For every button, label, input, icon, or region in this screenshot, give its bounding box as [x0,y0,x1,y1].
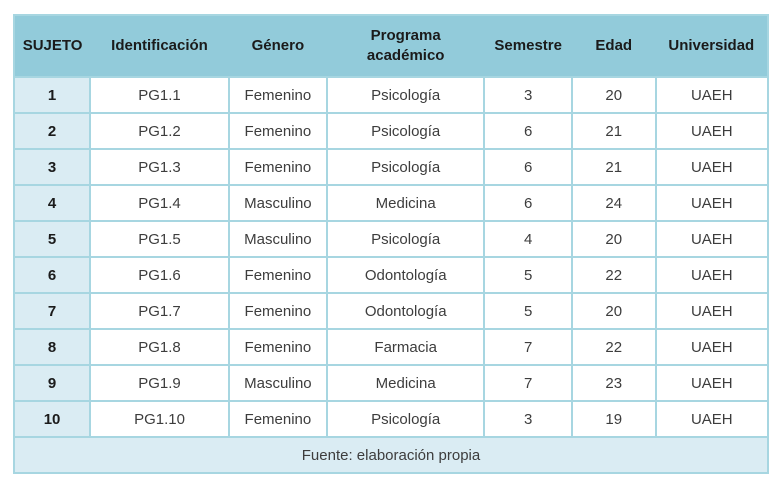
cell-semestre: 4 [483,220,573,258]
cell-identificacion: PG1.9 [89,364,230,402]
cell-universidad: UAEH [654,292,770,330]
cell-programa-academico: Psicología [325,220,486,258]
table-row: 3 PG1.3 Femenino Psicología 6 21 UAEH [12,148,770,186]
cell-programa-academico: Psicología [325,76,486,114]
cell-identificacion: PG1.8 [89,328,230,366]
cell-universidad: UAEH [654,76,770,114]
table-footer: Fuente: elaboración propia [13,436,769,474]
cell-semestre: 5 [483,256,573,294]
participants-table: SUJETO Identificación Género Programa acadé… [12,14,770,474]
subject-cell: 10 [12,400,92,438]
table-body: 1 PG1.1 Femenino Psicología 3 20 UAEH 2 PG1.2 Fem… [12,76,770,438]
cell-programa-academico: Psicología [325,148,486,186]
cell-semestre: 6 [483,112,573,150]
cell-universidad: UAEH [654,364,770,402]
cell-edad: 22 [570,256,657,294]
column-header-universidad: Universidad [655,15,768,77]
cell-semestre: 6 [483,148,573,186]
cell-genero: Masculino [227,184,328,222]
cell-identificacion: PG1.4 [89,184,230,222]
cell-identificacion: PG1.10 [89,400,230,438]
cell-genero: Femenino [227,76,328,114]
cell-programa-academico: Odontología [325,292,486,330]
cell-universidad: UAEH [654,148,770,186]
column-header-genero: Género [228,15,327,77]
table-row: 10 PG1.10 Femenino Psicología 3 19 UAEH [12,400,770,438]
cell-edad: 24 [570,184,657,222]
table-row: 9 PG1.9 Masculino Medicina 7 23 UAEH [12,364,770,402]
subject-cell: 7 [12,292,92,330]
cell-genero: Masculino [227,364,328,402]
cell-identificacion: PG1.3 [89,148,230,186]
cell-genero: Masculino [227,220,328,258]
cell-universidad: UAEH [654,112,770,150]
cell-universidad: UAEH [654,220,770,258]
cell-programa-academico: Medicina [325,184,486,222]
table-header: SUJETO Identificación Género Programa acadé… [14,15,768,77]
cell-edad: 20 [570,220,657,258]
cell-semestre: 3 [483,400,573,438]
subject-cell: 4 [12,184,92,222]
table-row: 7 PG1.7 Femenino Odontología 5 20 UAEH [12,292,770,330]
cell-edad: 22 [570,328,657,366]
footer-row: Fuente: elaboración propia [13,436,769,474]
cell-identificacion: PG1.7 [89,292,230,330]
column-header-identificacion: Identificación [90,15,229,77]
cell-programa-academico: Odontología [325,256,486,294]
cell-genero: Femenino [227,256,328,294]
header-row: SUJETO Identificación Género Programa acadé… [14,15,768,77]
table-row: 6 PG1.6 Femenino Odontología 5 22 UAEH [12,256,770,294]
table-row: 8 PG1.8 Femenino Farmacia 7 22 UAEH [12,328,770,366]
cell-universidad: UAEH [654,328,770,366]
column-header-programa-academico: Programa académico [326,15,485,77]
cell-identificacion: PG1.6 [89,256,230,294]
subject-cell: 9 [12,364,92,402]
subject-cell: 3 [12,148,92,186]
cell-genero: Femenino [227,328,328,366]
cell-semestre: 7 [483,364,573,402]
cell-genero: Femenino [227,112,328,150]
cell-edad: 20 [570,292,657,330]
subject-cell: 5 [12,220,92,258]
table-row: 2 PG1.2 Femenino Psicología 6 21 UAEH [12,112,770,150]
subject-cell: 8 [12,328,92,366]
subject-cell: 1 [12,76,92,114]
table-row: 4 PG1.4 Masculino Medicina 6 24 UAEH [12,184,770,222]
cell-programa-academico: Farmacia [325,328,486,366]
cell-edad: 20 [570,76,657,114]
subject-cell: 6 [12,256,92,294]
table-row: 1 PG1.1 Femenino Psicología 3 20 UAEH [12,76,770,114]
cell-universidad: UAEH [654,256,770,294]
cell-edad: 23 [570,364,657,402]
cell-genero: Femenino [227,292,328,330]
table-row: 5 PG1.5 Masculino Psicología 4 20 UAEH [12,220,770,258]
cell-edad: 21 [570,112,657,150]
column-header-semestre: Semestre [484,15,572,77]
cell-identificacion: PG1.1 [89,76,230,114]
column-header-edad: Edad [571,15,656,77]
cell-genero: Femenino [227,148,328,186]
cell-edad: 21 [570,148,657,186]
cell-programa-academico: Psicología [325,400,486,438]
cell-semestre: 7 [483,328,573,366]
cell-programa-academico: Psicología [325,112,486,150]
cell-semestre: 5 [483,292,573,330]
cell-programa-academico: Medicina [325,364,486,402]
cell-identificacion: PG1.2 [89,112,230,150]
cell-universidad: UAEH [654,400,770,438]
cell-genero: Femenino [227,400,328,438]
column-header-sujeto: SUJETO [14,15,91,77]
cell-semestre: 3 [483,76,573,114]
cell-edad: 19 [570,400,657,438]
cell-identificacion: PG1.5 [89,220,230,258]
cell-universidad: UAEH [654,184,770,222]
cell-semestre: 6 [483,184,573,222]
source-note: Fuente: elaboración propia [13,436,769,474]
subject-cell: 2 [12,112,92,150]
